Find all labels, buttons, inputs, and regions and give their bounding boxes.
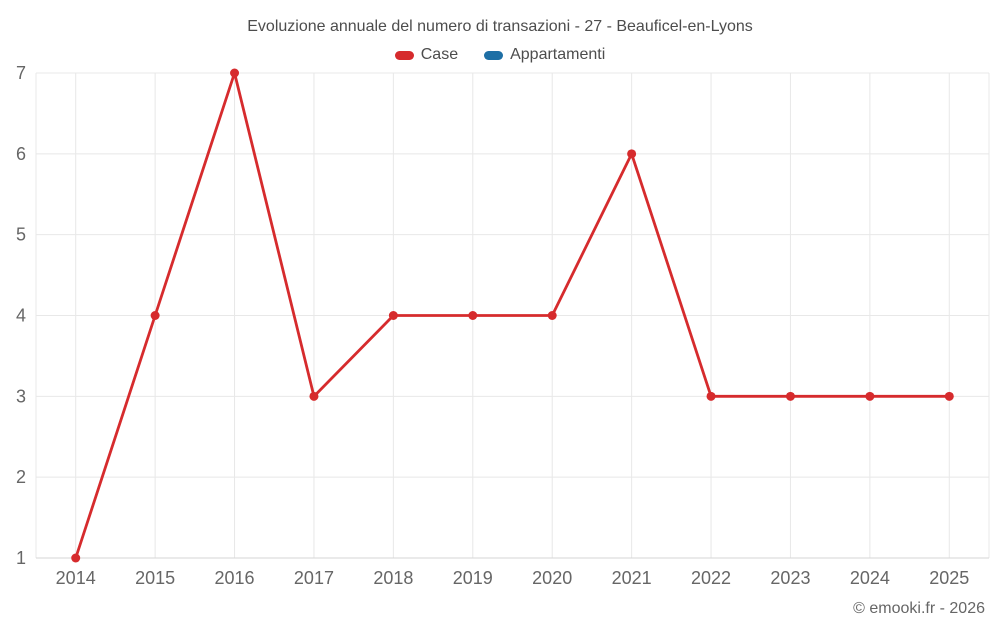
y-axis-labels: 1 2 3 4 5 6 7 <box>16 63 26 568</box>
x-tick-label: 2018 <box>373 568 413 588</box>
legend-item-case[interactable]: Case <box>394 46 459 64</box>
series-case <box>71 68 954 563</box>
y-tick-label: 5 <box>16 225 26 245</box>
x-tick-label: 2014 <box>56 568 96 588</box>
y-tick-label: 1 <box>16 548 26 568</box>
data-point[interactable] <box>547 311 557 320</box>
y-tick-label: 6 <box>16 144 26 164</box>
x-tick-label: 2017 <box>294 568 334 588</box>
x-tick-label: 2020 <box>532 568 572 588</box>
data-point[interactable] <box>785 391 795 401</box>
y-tick-label: 2 <box>16 467 26 487</box>
legend-swatch-icon <box>394 50 414 60</box>
data-point[interactable] <box>71 553 81 563</box>
data-point[interactable] <box>706 391 716 401</box>
data-point[interactable] <box>150 311 160 320</box>
x-tick-label: 2016 <box>215 568 255 588</box>
data-point[interactable] <box>309 391 319 401</box>
data-point[interactable] <box>627 149 637 159</box>
y-tick-label: 3 <box>16 386 26 406</box>
x-tick-label: 2024 <box>850 568 890 588</box>
legend-item-appartamenti[interactable]: Appartamenti <box>484 46 605 64</box>
chart-legend: Case Appartamenti <box>0 46 1000 64</box>
copyright-text: © emooki.fr - 2026 <box>853 600 985 617</box>
x-tick-label: 2025 <box>929 568 969 588</box>
data-point[interactable] <box>468 311 478 320</box>
y-tick-label: 7 <box>16 63 26 83</box>
legend-swatch-icon <box>484 50 504 60</box>
x-tick-label: 2021 <box>612 568 652 588</box>
legend-label: Appartamenti <box>510 46 606 63</box>
chart-title: Evoluzione annuale del numero di transaz… <box>247 18 753 35</box>
x-tick-label: 2015 <box>135 568 175 588</box>
series-line <box>74 71 951 560</box>
data-point[interactable] <box>230 68 240 78</box>
x-axis-labels: 2014 2015 2016 2017 2018 2019 2020 2021 2022 2023… <box>56 568 970 588</box>
x-tick-label: 2022 <box>691 568 731 588</box>
data-point[interactable] <box>388 311 398 320</box>
x-tick-label: 2023 <box>770 568 810 588</box>
legend-label: Case <box>420 46 459 63</box>
gridlines <box>35 72 990 559</box>
x-tick-label: 2019 <box>453 568 493 588</box>
data-point[interactable] <box>944 391 954 401</box>
data-point[interactable] <box>865 391 875 401</box>
y-tick-label: 4 <box>16 306 26 326</box>
